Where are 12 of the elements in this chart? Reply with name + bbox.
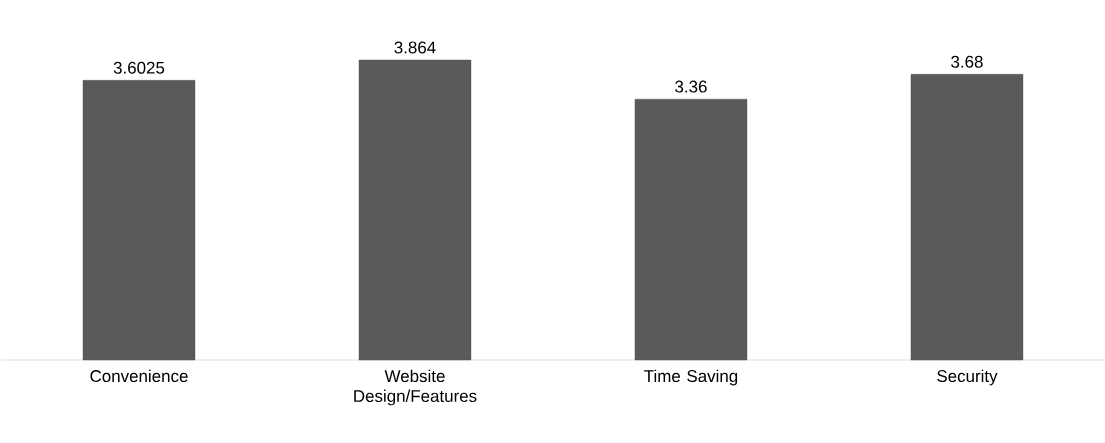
data-label: 3.68 (951, 55, 983, 68)
bar (910, 74, 1024, 361)
data-label: 3.864 (394, 41, 436, 54)
x-tick-label: Convenience (90, 369, 188, 383)
x-tick-label: Website Design/Features (354, 369, 477, 406)
bar (634, 98, 748, 361)
bar (358, 59, 472, 361)
x-tick-label: Time Saving (644, 369, 738, 386)
bar (82, 80, 196, 361)
data-label: 3.6025 (113, 61, 165, 74)
data-label: 3.36 (675, 80, 707, 93)
x-tick-label: Security (937, 369, 998, 386)
